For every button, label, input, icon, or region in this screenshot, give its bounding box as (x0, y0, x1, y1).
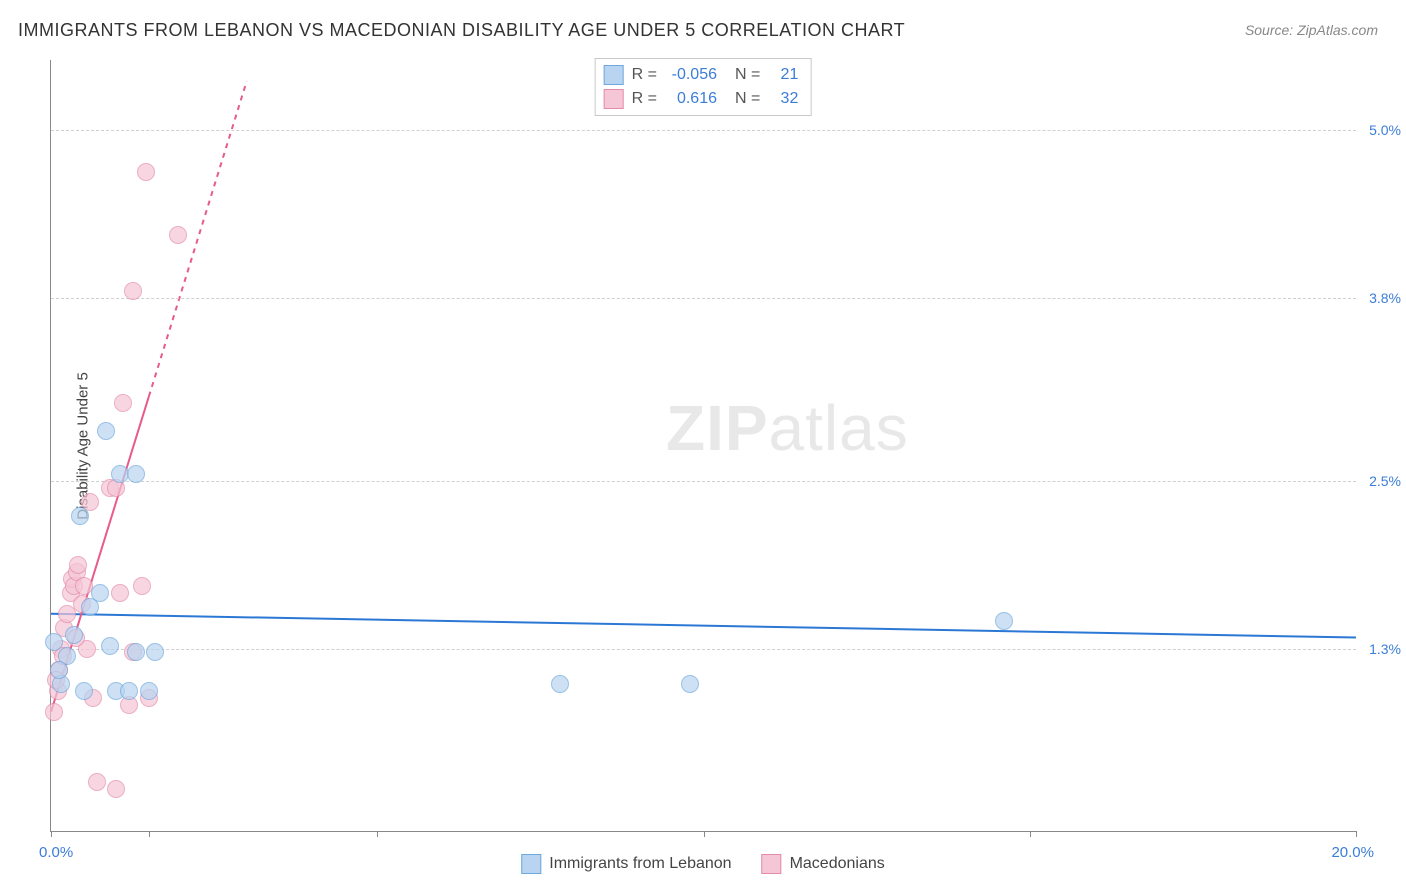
marker-macedonian (133, 577, 151, 595)
n-label: N = (735, 63, 760, 87)
swatch-macedonian (604, 89, 624, 109)
marker-macedonian (88, 773, 106, 791)
marker-lebanon (127, 643, 145, 661)
x-tick (704, 831, 705, 837)
n-value-macedonian: 32 (768, 87, 798, 111)
r-value-lebanon: -0.056 (665, 63, 717, 87)
x-tick (149, 831, 150, 837)
trend-lines-layer (51, 60, 1356, 831)
swatch-lebanon (521, 854, 541, 874)
n-label: N = (735, 87, 760, 111)
marker-lebanon (45, 633, 63, 651)
legend-label-lebanon: Immigrants from Lebanon (549, 855, 731, 873)
chart-title: IMMIGRANTS FROM LEBANON VS MACEDONIAN DI… (18, 20, 905, 41)
marker-lebanon (120, 682, 138, 700)
r-label: R = (632, 63, 657, 87)
stats-row-macedonian: R = 0.616 N = 32 (604, 87, 799, 111)
marker-lebanon (995, 612, 1013, 630)
stats-row-lebanon: R = -0.056 N = 21 (604, 63, 799, 87)
gridline (51, 481, 1356, 482)
gridline (51, 130, 1356, 131)
x-tick (1030, 831, 1031, 837)
legend-item-lebanon: Immigrants from Lebanon (521, 854, 731, 874)
stats-legend: R = -0.056 N = 21 R = 0.616 N = 32 (595, 58, 812, 116)
swatch-lebanon (604, 65, 624, 85)
x-tick (51, 831, 52, 837)
marker-lebanon (65, 626, 83, 644)
source-attribution: Source: ZipAtlas.com (1245, 22, 1378, 38)
marker-lebanon (71, 507, 89, 525)
marker-lebanon (146, 643, 164, 661)
marker-lebanon (91, 584, 109, 602)
marker-macedonian (69, 556, 87, 574)
marker-lebanon (111, 465, 129, 483)
marker-macedonian (45, 703, 63, 721)
marker-macedonian (169, 226, 187, 244)
y-tick-label: 2.5% (1369, 473, 1401, 489)
marker-macedonian (124, 282, 142, 300)
r-value-macedonian: 0.616 (665, 87, 717, 111)
y-tick-label: 3.8% (1369, 290, 1401, 306)
marker-macedonian (137, 163, 155, 181)
marker-macedonian (114, 394, 132, 412)
bottom-legend: Immigrants from Lebanon Macedonians (521, 854, 884, 874)
marker-lebanon (551, 675, 569, 693)
x-min-label: 0.0% (39, 844, 73, 861)
legend-label-macedonian: Macedonians (790, 855, 885, 873)
marker-lebanon (101, 637, 119, 655)
y-tick-label: 5.0% (1369, 122, 1401, 138)
n-value-lebanon: 21 (768, 63, 798, 87)
marker-lebanon (50, 661, 68, 679)
marker-lebanon (75, 682, 93, 700)
gridline (51, 649, 1356, 650)
plot-area: Disability Age Under 5 0.0% 20.0% 1.3%2.… (50, 60, 1356, 832)
swatch-macedonian (762, 854, 782, 874)
x-tick (377, 831, 378, 837)
marker-macedonian (75, 577, 93, 595)
marker-lebanon (140, 682, 158, 700)
y-tick-label: 1.3% (1369, 641, 1401, 657)
marker-lebanon (681, 675, 699, 693)
x-tick (1356, 831, 1357, 837)
r-label: R = (632, 87, 657, 111)
gridline (51, 298, 1356, 299)
x-max-label: 20.0% (1331, 844, 1374, 861)
marker-lebanon (97, 422, 115, 440)
legend-item-macedonian: Macedonians (762, 854, 885, 874)
marker-lebanon (127, 465, 145, 483)
marker-macedonian (107, 780, 125, 798)
marker-macedonian (111, 584, 129, 602)
